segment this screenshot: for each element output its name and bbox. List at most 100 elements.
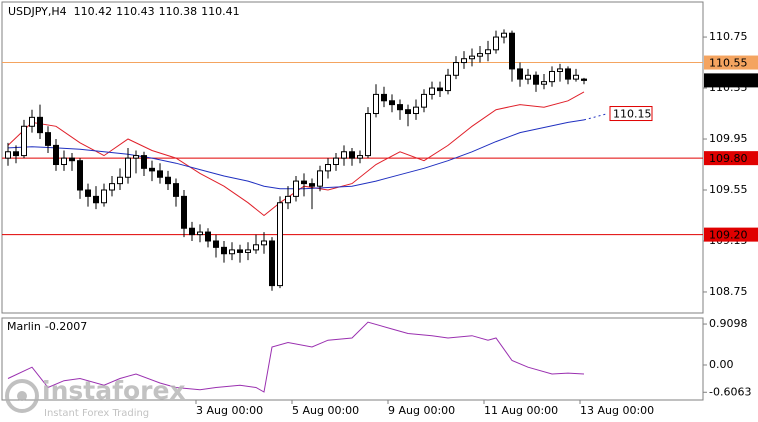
moving-average bbox=[7, 119, 585, 190]
candle-body bbox=[493, 36, 499, 51]
candle-body bbox=[13, 151, 19, 157]
watermark-logo-core bbox=[17, 391, 27, 401]
main-panel bbox=[1, 1, 704, 314]
indicator-line bbox=[7, 321, 585, 393]
candle-body bbox=[333, 157, 339, 166]
candle-body bbox=[437, 87, 443, 92]
candle-body bbox=[229, 249, 235, 255]
candle-body bbox=[413, 106, 419, 115]
x-tick-label: 9 Aug 00:00 bbox=[388, 404, 455, 417]
candle-body bbox=[133, 155, 139, 159]
candle-body bbox=[157, 170, 163, 178]
candle-body bbox=[389, 100, 395, 106]
candle-body bbox=[517, 68, 523, 80]
y-tick-label: 110.75 bbox=[709, 30, 748, 43]
candle-body bbox=[485, 49, 491, 55]
header-text: 110.42 bbox=[74, 5, 113, 18]
candle-body bbox=[85, 189, 91, 197]
level-label-box bbox=[704, 227, 758, 242]
candle-body bbox=[29, 116, 35, 127]
candle-body bbox=[357, 155, 363, 159]
watermark: instaforex Instant Forex Trading bbox=[5, 376, 186, 419]
candle-body bbox=[261, 240, 267, 246]
candle-body bbox=[21, 125, 27, 157]
candle-body bbox=[373, 93, 379, 115]
price-label: 110.41 bbox=[709, 74, 748, 87]
y-tick-label: 109.55 bbox=[709, 183, 748, 196]
price-label-box bbox=[704, 73, 758, 88]
header-text: 110.38 bbox=[159, 5, 198, 18]
candle-body bbox=[141, 155, 147, 169]
candle-body bbox=[165, 176, 171, 185]
candle-body bbox=[341, 151, 347, 159]
candle-body bbox=[565, 68, 571, 80]
watermark-brand: instaforex bbox=[42, 376, 186, 405]
candle-body bbox=[93, 195, 99, 204]
candle-body bbox=[461, 58, 467, 64]
candle-body bbox=[549, 70, 555, 83]
candle-body bbox=[325, 164, 331, 172]
candle-body bbox=[429, 87, 435, 95]
candle-body bbox=[349, 151, 355, 159]
candle-body bbox=[421, 93, 427, 108]
y-tick-label: -0.6063 bbox=[709, 385, 751, 398]
candle-body bbox=[469, 55, 475, 60]
candle-body bbox=[237, 249, 243, 253]
indicator-value: -0.2007 bbox=[45, 320, 87, 333]
level-label-box bbox=[704, 151, 758, 166]
candle-body bbox=[5, 151, 11, 159]
candle-body bbox=[45, 132, 51, 146]
candle-body bbox=[397, 104, 403, 111]
candle-body bbox=[213, 240, 219, 248]
candle-body bbox=[301, 180, 307, 185]
level-label: 109.80 bbox=[709, 152, 748, 165]
candle-body bbox=[573, 74, 579, 80]
level-label: 110.55 bbox=[709, 57, 748, 70]
candle-body bbox=[533, 74, 539, 85]
candle-body bbox=[277, 202, 283, 287]
projection-label: 110.15 bbox=[613, 108, 652, 121]
candle-body bbox=[501, 32, 507, 38]
candle-body bbox=[525, 74, 531, 80]
indicator-name: Marlin bbox=[7, 320, 41, 333]
candle-body bbox=[125, 157, 131, 178]
candle-body bbox=[253, 244, 259, 251]
candle-body bbox=[101, 189, 107, 204]
candle-body bbox=[293, 180, 299, 197]
candle-body bbox=[53, 144, 59, 166]
candle-body bbox=[445, 74, 451, 92]
candle-body bbox=[37, 116, 43, 134]
x-tick-label: 11 Aug 00:00 bbox=[484, 404, 558, 417]
candle-body bbox=[77, 160, 83, 191]
candle-body bbox=[109, 183, 115, 191]
candle-body bbox=[365, 113, 371, 157]
moving-average bbox=[7, 91, 585, 217]
candle-body bbox=[509, 32, 515, 70]
candle-body bbox=[285, 195, 291, 204]
projection-label-box bbox=[609, 106, 653, 122]
candle-body bbox=[245, 249, 251, 253]
y-tick-label: 0.9098 bbox=[709, 317, 748, 330]
candle-body bbox=[181, 195, 187, 229]
candle-body bbox=[149, 167, 155, 172]
candle-body bbox=[61, 157, 67, 166]
y-tick-label: 108.75 bbox=[709, 285, 748, 298]
x-tick-label: 3 Aug 00:00 bbox=[196, 404, 263, 417]
level-label: 109.20 bbox=[709, 229, 748, 242]
candle-body bbox=[197, 231, 203, 236]
candle-body bbox=[405, 109, 411, 115]
header-text: 110.43 bbox=[116, 5, 155, 18]
watermark-logo bbox=[5, 379, 39, 413]
candle-body bbox=[205, 231, 211, 242]
candle-body bbox=[309, 183, 315, 187]
indicator-panel bbox=[1, 317, 704, 401]
candle-body bbox=[381, 93, 387, 102]
x-tick-label: 5 Aug 00:00 bbox=[292, 404, 359, 417]
candle-body bbox=[173, 183, 179, 197]
indicator-title: Marlin -0.2007 bbox=[7, 320, 87, 333]
y-tick-label: 0.00 bbox=[709, 358, 734, 371]
projection-line bbox=[583, 113, 609, 121]
candle-body bbox=[69, 157, 75, 162]
